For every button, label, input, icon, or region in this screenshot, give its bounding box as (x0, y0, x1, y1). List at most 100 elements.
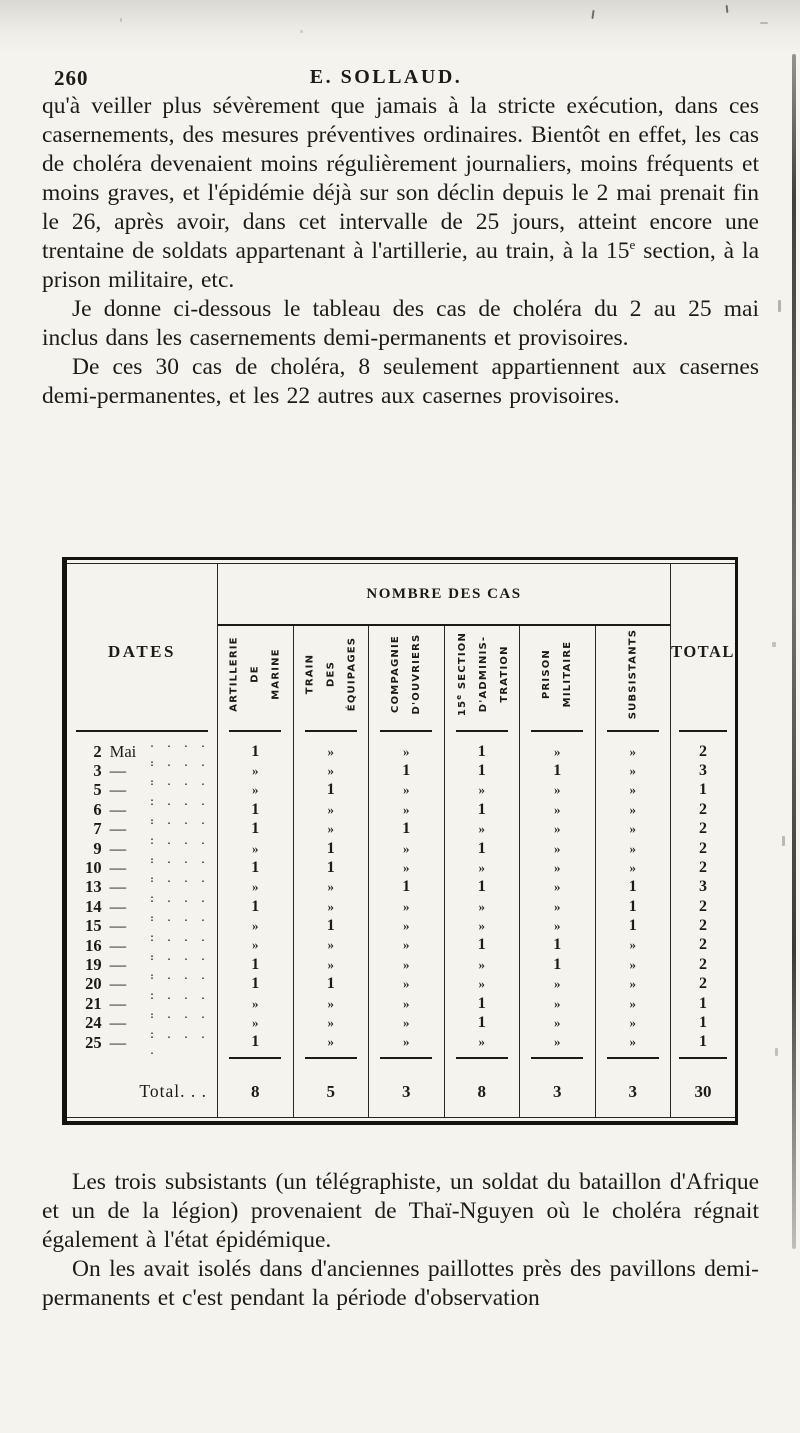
running-title: E. SOLLAUD. (309, 66, 463, 88)
case-count-value: 1 (251, 1033, 260, 1051)
case-count-cell: » (520, 839, 595, 858)
case-count-cell: » (369, 839, 444, 858)
rule-line (455, 1057, 508, 1059)
case-count-value: » (629, 1034, 637, 1050)
case-count-cell: 1 (369, 878, 444, 897)
case-count-value: » (554, 976, 561, 992)
case-count-value: » (252, 782, 259, 798)
case-count-cell: » (445, 1033, 520, 1052)
case-count-value: » (554, 801, 561, 817)
case-count-cell: » (294, 820, 369, 839)
dot-leader: . . . . . (150, 929, 210, 961)
case-count-cell: » (596, 761, 671, 780)
row-total-cell: 2 (671, 839, 735, 858)
row-total-value: 1 (699, 994, 707, 1012)
case-count-cell: » (294, 1033, 369, 1052)
row-total-value: 3 (699, 762, 707, 780)
case-count-value: 1 (477, 878, 486, 896)
total-rule (294, 1052, 369, 1066)
date-month: — (109, 955, 127, 974)
dot-leader: . . . . . (150, 774, 210, 806)
column-header-line: D'OUVRIERS (411, 633, 423, 715)
date-number: 14 (85, 896, 102, 916)
case-count-cell: » (520, 975, 595, 994)
rule-line (678, 730, 728, 732)
column-header-cell: 15e SECTION D'ADMINIS- TRATION (445, 626, 520, 722)
case-count-value: » (478, 918, 486, 934)
case-count-cell: 1 (445, 839, 520, 858)
dot-leader: . . . . . (150, 813, 210, 845)
dot-leader: . . . . . (150, 871, 210, 903)
case-count-value: 1 (402, 762, 411, 780)
row-total-cell: 2 (671, 916, 735, 935)
date-number: 2 (93, 741, 102, 761)
case-count-value: 1 (477, 762, 486, 780)
case-count-cell: » (369, 1033, 444, 1052)
row-total-value: 1 (699, 1013, 707, 1031)
value-column-subsistants: »»»»»»» 1 1 1»»»»»» (596, 740, 671, 1052)
date-number: 25 (85, 1032, 102, 1052)
total-rule (445, 1052, 520, 1066)
case-count-cell: » (218, 1013, 293, 1032)
rule-line (304, 730, 357, 732)
case-count-value: » (554, 918, 561, 934)
table-row-date: 15 — . . . . . (67, 910, 217, 941)
dot-leader: . . . . . (150, 793, 210, 825)
case-count-value: » (327, 995, 335, 1011)
date-month: Mai (109, 741, 137, 761)
case-count-value: 1 (477, 1013, 486, 1031)
date-month: — (109, 916, 127, 936)
dot-leader: . . . . . (150, 852, 210, 884)
case-count-cell: » (294, 1013, 369, 1032)
row-total-cell: 2 (671, 936, 735, 955)
total-count-value: 8 (251, 1081, 260, 1101)
date-number: 9 (93, 838, 102, 858)
case-count-value: » (554, 898, 561, 914)
cholera-cases-table: DATES NOMBRE DES CAS TOTAL ARTILLERIE DE M… (62, 557, 738, 1125)
dot-leader: . . . . . (150, 890, 210, 922)
column-header-train-des-equipages: TRAIN DES ÉQUIPAGES (299, 628, 362, 720)
body-text-above-table: qu'à veiller plus sévèrement que jamais … (42, 92, 759, 411)
case-count-cell: » (596, 975, 671, 994)
case-count-value: 1 (326, 917, 335, 935)
case-count-value: » (629, 743, 637, 759)
table-row-date: 20 — . . . . . (67, 968, 217, 999)
case-count-cell: » (596, 839, 671, 858)
total-rule (369, 1052, 445, 1066)
case-count-value: » (252, 937, 259, 953)
total-count-value: 5 (326, 1081, 336, 1101)
case-count-cell: » (520, 1013, 595, 1032)
scan-noise (0, 0, 800, 52)
total-count-value: 3 (628, 1081, 638, 1101)
header-rule (369, 722, 445, 740)
total-count-cell: 3 (596, 1066, 671, 1117)
case-count-value: » (554, 1034, 561, 1050)
case-count-value: 1 (326, 781, 335, 799)
case-count-value: » (478, 898, 486, 914)
case-count-value: » (403, 918, 410, 934)
column-header-cell: TRAIN DES ÉQUIPAGES (294, 626, 369, 722)
case-count-value: 1 (477, 936, 486, 954)
case-count-value: » (252, 995, 259, 1011)
case-count-cell: 1 (520, 955, 595, 974)
rule-line (229, 730, 282, 732)
case-count-value: » (629, 1014, 637, 1030)
header-rule (67, 722, 218, 740)
case-count-cell: 1 (294, 839, 369, 858)
case-count-value: 1 (553, 936, 562, 954)
row-total-cell: 2 (671, 820, 735, 839)
case-count-cell: » (218, 994, 293, 1013)
page-number: 260 (54, 66, 89, 90)
case-count-value: » (478, 821, 486, 837)
value-column-15e-section-administration: 1 1» 1» 1» 1»» 1»» 1 1» (445, 740, 520, 1052)
case-count-value: 1 (251, 955, 260, 973)
case-count-cell: 1 (218, 975, 293, 994)
table-grid: DATES NOMBRE DES CAS TOTAL ARTILLERIE DE M… (67, 564, 735, 1117)
case-count-cell: 1 (218, 897, 293, 916)
case-count-value: » (554, 859, 561, 875)
paragraph: Je donne ci-dessous le tableau des cas d… (42, 296, 759, 351)
header-rule (671, 722, 735, 740)
scan-edge-artifact (792, 54, 796, 1249)
case-count-cell: » (596, 1013, 671, 1032)
case-count-cell: » (520, 800, 595, 819)
